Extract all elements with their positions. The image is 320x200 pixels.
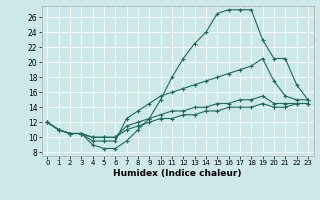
X-axis label: Humidex (Indice chaleur): Humidex (Indice chaleur) xyxy=(113,169,242,178)
